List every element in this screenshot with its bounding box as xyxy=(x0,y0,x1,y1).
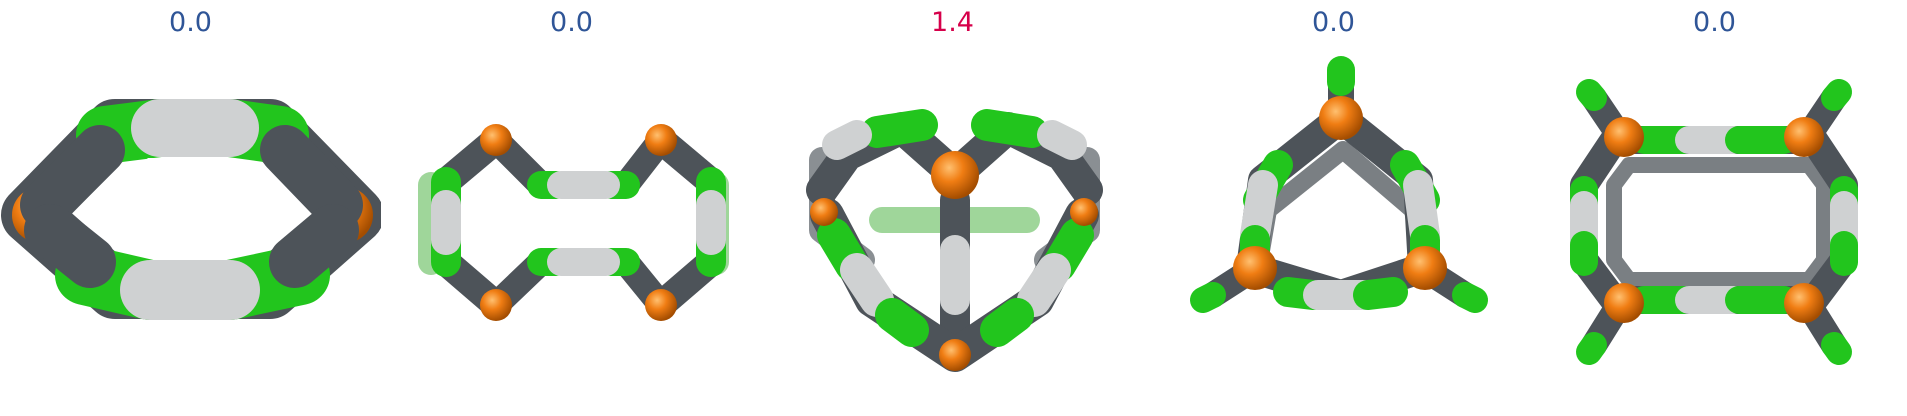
panel-3-score: 1.4 xyxy=(931,7,974,38)
panel-1: 0.0 xyxy=(0,0,381,416)
metal-node xyxy=(1604,117,1644,157)
metal-node xyxy=(939,339,971,371)
panel-5: 0.0 xyxy=(1524,0,1905,416)
panel-2-score: 0.0 xyxy=(550,7,593,38)
metal-node xyxy=(1784,283,1824,323)
panel-2: 0.0 xyxy=(381,0,762,416)
metal-node xyxy=(931,151,979,199)
panel-3: 1.4 xyxy=(762,0,1143,416)
metal-node xyxy=(1403,246,1447,290)
panel-1-structure xyxy=(1,99,381,320)
panel-4-structure xyxy=(1190,56,1488,313)
panel-4-score: 0.0 xyxy=(1312,7,1355,38)
metal-node xyxy=(480,124,512,156)
metal-node xyxy=(1319,96,1363,140)
metal-node xyxy=(645,289,677,321)
panel-5-score: 0.0 xyxy=(1693,7,1736,38)
metal-node xyxy=(645,124,677,156)
metal-node xyxy=(480,289,512,321)
panel-3-structure xyxy=(806,109,1103,372)
panel-1-score: 0.0 xyxy=(169,7,212,38)
metal-node xyxy=(810,198,838,226)
metal-node xyxy=(1233,246,1277,290)
panel-4: 0.0 xyxy=(1143,0,1524,416)
metal-node xyxy=(1604,283,1644,323)
panel-5-structure xyxy=(1570,79,1858,365)
metal-node xyxy=(1070,198,1098,226)
panel-2-structure xyxy=(418,124,729,321)
metal-node xyxy=(1784,117,1824,157)
